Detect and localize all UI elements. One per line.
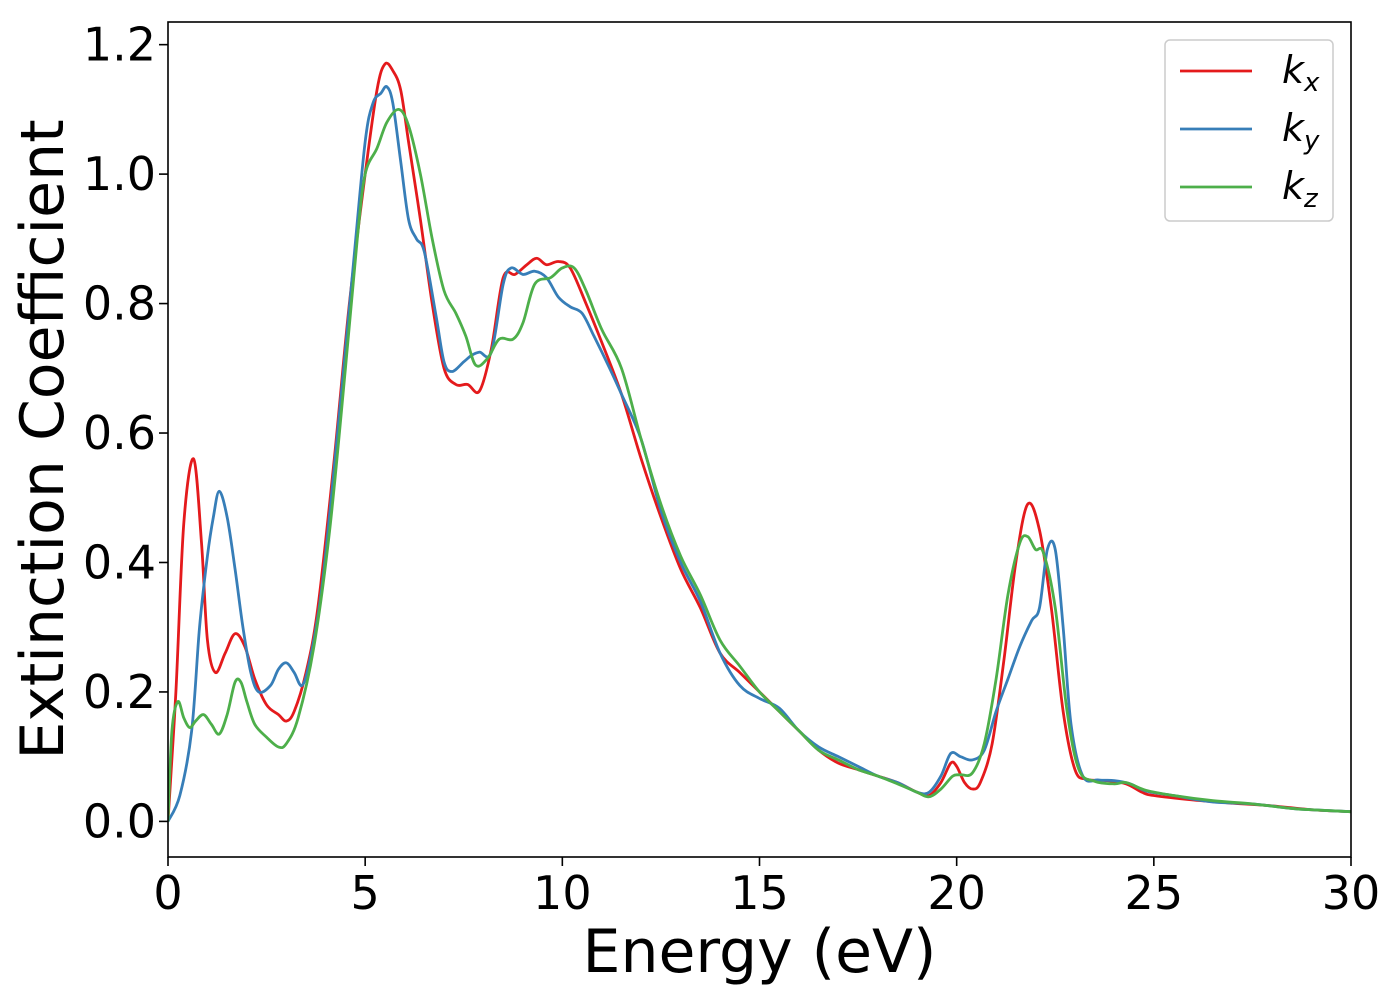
series-line-k-x	[168, 61, 1351, 822]
x-tick-label: 25	[1125, 866, 1184, 920]
legend-label-main: k	[1282, 164, 1306, 208]
x-axis: 0 5 10 15 20 25 30	[153, 857, 1380, 920]
legend-box	[1164, 39, 1334, 222]
x-tick-label: 30	[1322, 866, 1381, 920]
legend-label: kx	[1282, 48, 1320, 98]
y-tick-label: 0.0	[83, 794, 156, 848]
x-tick-label: 20	[927, 866, 986, 920]
y-tick-label: 0.8	[83, 277, 156, 331]
legend-label: kz	[1282, 164, 1319, 214]
legend-label-sub: y	[1303, 126, 1320, 156]
series-line-k-y	[168, 85, 1351, 823]
series-line-k-z	[168, 107, 1351, 822]
x-tick-label: 15	[730, 866, 789, 920]
series-layer	[168, 61, 1351, 823]
y-axis: 0.0 0.2 0.4 0.6 0.8 1.0 1.2	[83, 18, 168, 848]
x-tick-label: 5	[351, 866, 380, 920]
y-tick-label: 0.6	[83, 406, 156, 460]
legend-label: ky	[1282, 106, 1320, 156]
legend-label-main: k	[1282, 48, 1306, 92]
y-tick-label: 0.2	[83, 665, 156, 719]
y-axis-title: Extinction Coefficient	[8, 119, 78, 759]
y-tick-label: 1.2	[83, 18, 156, 72]
y-tick-label: 1.0	[83, 147, 156, 201]
y-tick-label: 0.4	[83, 535, 156, 589]
legend-label-main: k	[1282, 106, 1306, 150]
x-tick-label: 10	[533, 866, 592, 920]
x-tick-label: 0	[153, 866, 182, 920]
legend-label-sub: z	[1303, 184, 1319, 214]
x-axis-title: Energy (eV)	[583, 917, 937, 987]
legend-label-sub: x	[1303, 68, 1320, 98]
